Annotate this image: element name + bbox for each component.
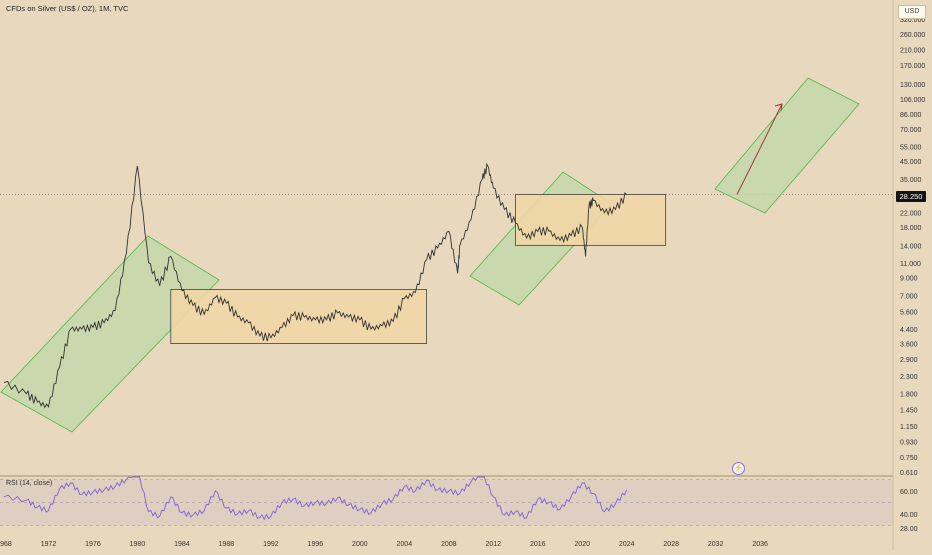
y-tick-label: 320.000 bbox=[900, 17, 925, 24]
rsi-series-line bbox=[3, 476, 628, 521]
lightning-icon[interactable]: ⚡ bbox=[732, 462, 745, 475]
y-tick-label: 3.600 bbox=[900, 342, 918, 349]
x-tick-label: 2032 bbox=[708, 541, 724, 548]
y-tick-label: 0.930 bbox=[900, 439, 918, 446]
y-tick-label: 55.000 bbox=[900, 144, 922, 151]
y-tick-label: 260.000 bbox=[900, 32, 925, 39]
y-tick-label: 0.610 bbox=[900, 470, 918, 477]
rsi-tick-label: 28.00 bbox=[900, 526, 918, 533]
y-tick-label: 22.000 bbox=[900, 211, 922, 218]
y-tick-label: 106.000 bbox=[900, 97, 925, 104]
y-tick-label: 18.000 bbox=[900, 225, 922, 232]
x-tick-label: 2028 bbox=[663, 541, 679, 548]
x-tick-label: 2000 bbox=[352, 541, 368, 548]
arrow-head bbox=[774, 103, 783, 112]
y-tick-label: 1.800 bbox=[900, 392, 918, 399]
y-tick-label: 210.000 bbox=[900, 47, 925, 54]
x-tick-label: 1988 bbox=[219, 541, 235, 548]
x-tick-label: 1984 bbox=[174, 541, 190, 548]
price-series-line bbox=[3, 162, 627, 409]
x-tick-label: 1968 bbox=[0, 541, 12, 548]
y-tick-label: 2.300 bbox=[900, 374, 918, 381]
x-tick-label: 2016 bbox=[530, 541, 546, 548]
y-tick-label: 4.400 bbox=[900, 327, 918, 334]
rsi-tick-label: 60.00 bbox=[900, 489, 918, 496]
y-tick-label: 14.000 bbox=[900, 243, 922, 250]
y-tick-label: 70.000 bbox=[900, 127, 922, 134]
x-tick-label: 1976 bbox=[85, 541, 101, 548]
y-tick-label: 130.000 bbox=[900, 82, 925, 89]
trend-channel bbox=[0, 235, 220, 433]
chart-title: CFDs on Silver (US$ / OZ), 1M, TVC bbox=[6, 4, 129, 13]
projection-arrow bbox=[736, 103, 783, 195]
y-tick-label: 11.000 bbox=[900, 261, 921, 268]
x-tick-label: 2020 bbox=[574, 541, 590, 548]
range-box bbox=[170, 289, 427, 344]
x-tick-label: 1996 bbox=[308, 541, 324, 548]
rsi-indicator-label[interactable]: RSI (14, close) bbox=[6, 480, 53, 487]
y-tick-label: 45.000 bbox=[900, 159, 922, 166]
x-tick-label: 2012 bbox=[485, 541, 501, 548]
y-tick-label: 86.000 bbox=[900, 112, 922, 119]
x-tick-label: 1980 bbox=[130, 541, 146, 548]
rsi-tick-label: 40.00 bbox=[900, 512, 918, 519]
y-tick-label: 5.600 bbox=[900, 310, 918, 317]
y-tick-label: 9.000 bbox=[900, 275, 918, 282]
y-tick-label: 35.000 bbox=[900, 177, 922, 184]
y-tick-label: 1.450 bbox=[900, 407, 918, 414]
x-tick-label: 2004 bbox=[397, 541, 413, 548]
x-tick-label: 2008 bbox=[441, 541, 457, 548]
currency-selector[interactable]: USD bbox=[898, 5, 926, 19]
y-tick-label: 170.000 bbox=[900, 63, 925, 70]
y-tick-label: 1.150 bbox=[900, 424, 918, 431]
x-tick-label: 2036 bbox=[752, 541, 768, 548]
x-tick-label: 2024 bbox=[619, 541, 635, 548]
y-tick-label: 7.000 bbox=[900, 293, 918, 300]
y-tick-label: 2.900 bbox=[900, 357, 918, 364]
x-tick-label: 1992 bbox=[263, 541, 279, 548]
y-tick-label: 0.750 bbox=[900, 455, 918, 462]
x-tick-label: 1972 bbox=[41, 541, 57, 548]
last-price-label: 28.250 bbox=[896, 191, 926, 202]
